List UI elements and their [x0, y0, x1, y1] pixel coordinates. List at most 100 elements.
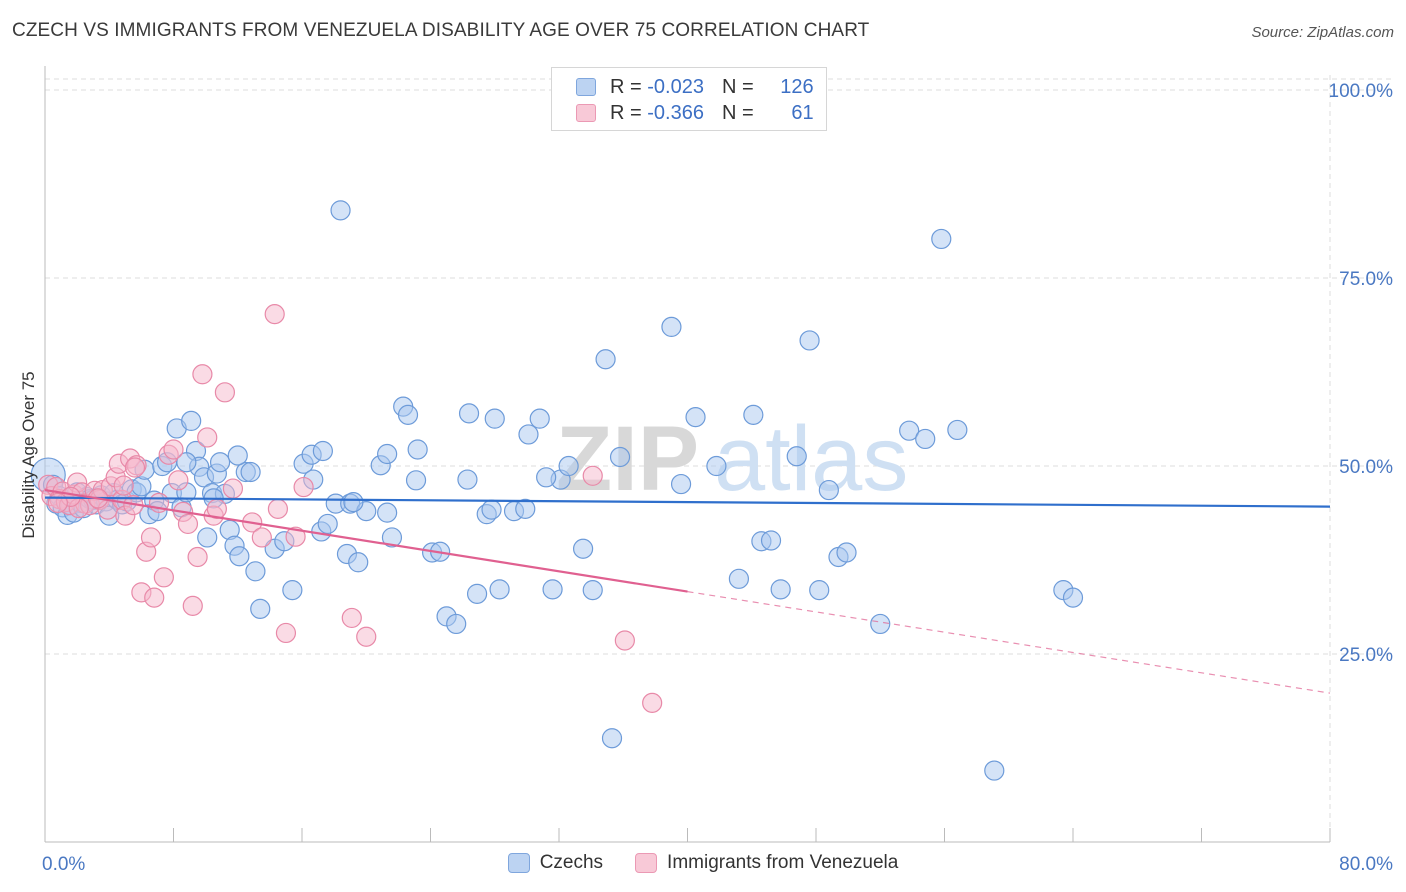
- czech-point: [484, 408, 505, 429]
- venezuela-point: [222, 478, 244, 499]
- y-tick-label: 50.0%: [1339, 457, 1393, 478]
- grid-lines: [45, 75, 1392, 842]
- series-legend-venezuela: Immigrants from Venezuela: [635, 852, 898, 874]
- trend-lines: [44, 488, 1331, 694]
- czech-point: [770, 579, 791, 600]
- czech-point: [706, 455, 727, 477]
- series-legend: Czechs Immigrants from Venezuela: [0, 852, 1406, 874]
- chart-title: CZECH VS IMMIGRANTS FROM VENEZUELA DISAB…: [12, 20, 870, 41]
- czech-point: [1062, 587, 1084, 608]
- czech-point: [227, 445, 248, 466]
- czech-point: [572, 538, 594, 559]
- czech-point: [582, 579, 603, 601]
- czech-point: [984, 760, 1005, 781]
- x-tick-label: 80.0%: [1339, 854, 1393, 875]
- czech-point: [595, 349, 616, 370]
- czech-point: [381, 527, 403, 548]
- czech-point: [489, 579, 510, 600]
- venezuela-point: [642, 692, 663, 713]
- legend-row-venezuela: R = -0.366 N = 61: [576, 100, 814, 126]
- venezuela-point: [182, 595, 203, 616]
- czech-point: [407, 439, 428, 460]
- czech-point: [405, 470, 427, 491]
- czech-point: [809, 579, 830, 601]
- czech-point: [458, 403, 480, 424]
- legend-r-label: R =: [610, 75, 642, 98]
- czech-point: [282, 579, 303, 601]
- czech-point: [670, 473, 692, 495]
- venezuela-point: [614, 630, 635, 651]
- legend-swatch-venezuela: [576, 104, 596, 122]
- czech-point: [558, 455, 579, 477]
- czech-point: [457, 469, 478, 490]
- czech-point: [799, 330, 820, 351]
- series-swatch-venezuela: [635, 853, 658, 873]
- venezuela-point: [275, 622, 297, 644]
- venezuela-point: [341, 607, 362, 629]
- czech-point: [609, 446, 631, 468]
- czech-point: [931, 228, 952, 250]
- czech-point: [515, 498, 536, 519]
- venezuela-point: [163, 439, 184, 460]
- legend-n-label: N =: [721, 75, 754, 98]
- czech-point: [181, 410, 202, 432]
- czech-point: [343, 492, 364, 513]
- venezuela-point: [144, 587, 165, 608]
- legend-r-label: R =: [610, 101, 642, 124]
- czech-point: [728, 568, 750, 589]
- czech-point: [899, 420, 920, 441]
- venezuela-point: [153, 567, 174, 588]
- czech-point: [536, 467, 557, 488]
- x-tick-label: 0.0%: [42, 854, 85, 875]
- venezuela-point: [356, 626, 377, 647]
- czech-trend-line: [44, 496, 1331, 508]
- czech-point: [685, 407, 706, 428]
- series-swatch-czechs: [507, 853, 530, 873]
- czech-point: [947, 419, 968, 441]
- legend-r-value-venezuela: -0.366: [647, 101, 704, 124]
- czech-point: [377, 502, 398, 523]
- czech-point: [601, 728, 623, 749]
- series-label-czechs: Czechs: [539, 852, 604, 873]
- axes: [44, 66, 1331, 843]
- venezuela-point: [177, 513, 199, 535]
- czech-point: [197, 527, 218, 548]
- legend-n-value-venezuela: 61: [791, 101, 814, 124]
- czech-point: [446, 613, 467, 635]
- series-label-venezuela: Immigrants from Venezuela: [667, 852, 899, 873]
- y-tick-label: 100.0%: [1329, 81, 1394, 102]
- czech-point: [348, 552, 369, 573]
- venezuela-point: [267, 498, 289, 519]
- venezuela-point: [47, 492, 68, 513]
- czech-point: [229, 546, 250, 567]
- venezuela-point: [285, 526, 306, 547]
- czech-point: [818, 479, 839, 501]
- czech-point: [317, 513, 338, 535]
- chart-source: Source: ZipAtlas.com: [1251, 24, 1394, 41]
- czech-point: [312, 440, 333, 462]
- y-axis-label: Disability Age Over 75: [19, 371, 38, 538]
- watermark-atlas: atlas: [714, 408, 908, 510]
- stats-legend: R = -0.023 N = 126 R = -0.366 N = 61: [551, 67, 827, 131]
- venezuela-point: [251, 527, 272, 548]
- czech-point: [245, 561, 266, 582]
- tick-labels: 25.0% 50.0% 75.0% 100.0% 0.0% 80.0%: [42, 81, 1393, 875]
- czech-point: [518, 424, 539, 445]
- venezuela-point: [214, 382, 235, 403]
- czech-point: [760, 530, 782, 551]
- venezuela-point: [582, 465, 603, 486]
- czech-point: [176, 452, 197, 473]
- venezuela-point: [293, 476, 314, 498]
- czech-point: [330, 200, 351, 221]
- venezuela-trend-line: [44, 488, 688, 593]
- czech-point: [481, 499, 502, 520]
- venezuela-point: [187, 546, 208, 568]
- czech-point: [377, 443, 398, 465]
- series-legend-czechs: Czechs: [507, 852, 604, 874]
- venezuela-point: [168, 470, 189, 491]
- czech-point: [836, 542, 857, 563]
- legend-row-czechs: R = -0.023 N = 126: [576, 74, 814, 100]
- venezuela-point: [113, 475, 134, 496]
- czech-point: [661, 316, 682, 338]
